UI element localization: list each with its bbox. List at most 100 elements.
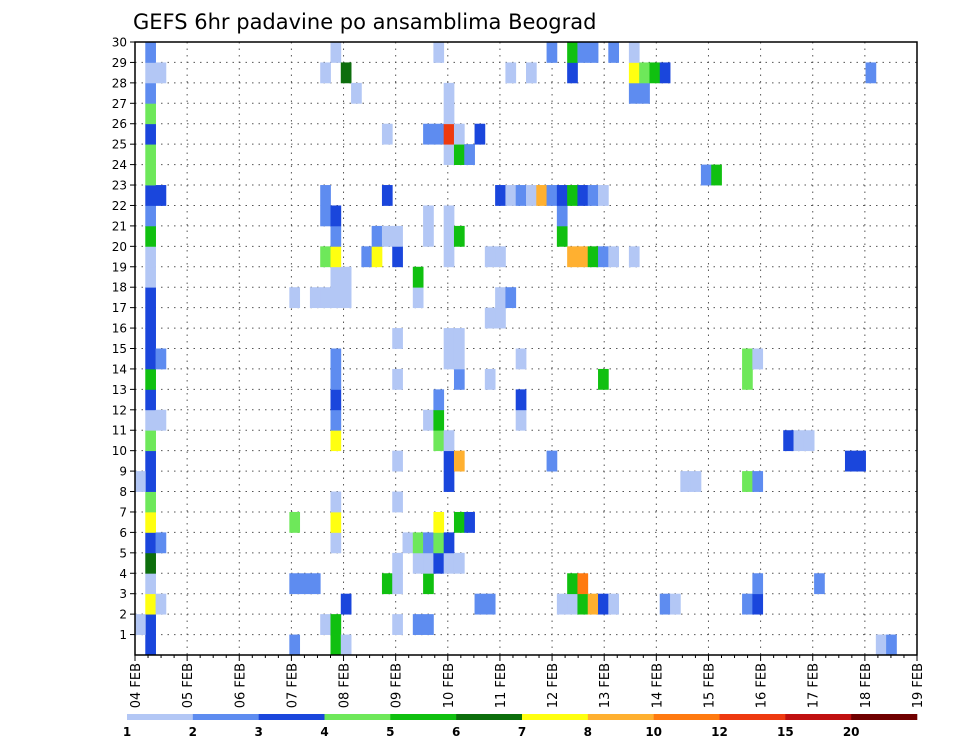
y-tick-label: 3 (119, 587, 127, 601)
heatmap-cell (443, 225, 455, 247)
heatmap-cell (423, 532, 434, 554)
legend-swatch (258, 714, 325, 720)
heatmap-cell (495, 307, 506, 329)
heatmap-cell (361, 246, 373, 268)
y-tick-label: 26 (112, 117, 127, 131)
legend-label: 8 (584, 725, 592, 739)
heatmap-cell (649, 62, 661, 84)
heatmap-cell (598, 593, 609, 615)
heatmap-cell (628, 42, 640, 63)
chart-title: GEFS 6hr padavine po ansamblima Beograd (133, 10, 596, 34)
heatmap-cell (742, 348, 753, 370)
heatmap-cell (556, 185, 568, 206)
heatmap-cell (145, 593, 156, 615)
heatmap-cell (289, 573, 301, 595)
heatmap-cell (320, 62, 331, 84)
heatmap-cell (453, 225, 465, 247)
heatmap-cell (340, 266, 352, 288)
heatmap-cell (443, 532, 455, 554)
heatmap-cell (556, 225, 568, 247)
heatmap-cell (700, 164, 712, 186)
heatmap-cell (567, 593, 578, 615)
y-tick-label: 10 (112, 444, 127, 458)
legend-label: 20 (843, 725, 860, 739)
heatmap-cell (412, 287, 424, 309)
heatmap-cell (567, 246, 578, 268)
legend-label: 1 (123, 725, 131, 739)
heatmap-cell (145, 62, 156, 84)
heatmap-cell (556, 593, 568, 615)
heatmap-cell (145, 307, 156, 329)
heatmap-cell (515, 409, 527, 431)
x-tick-label: 13 FEB (598, 663, 613, 708)
heatmap-cell (752, 593, 764, 615)
heatmap-cell (443, 123, 455, 145)
heatmap-cell (453, 511, 465, 533)
y-tick-label: 16 (112, 322, 127, 336)
legend-swatch (390, 714, 457, 720)
heatmap-cell (381, 225, 393, 247)
heatmap-cell (299, 573, 311, 595)
heatmap-cell (155, 185, 167, 206)
heatmap-cell (453, 123, 465, 145)
legend-swatch (653, 714, 720, 720)
y-tick-label: 1 (119, 628, 127, 642)
heatmap-cell (752, 471, 764, 492)
heatmap-cell (752, 348, 764, 370)
heatmap-cell (145, 348, 156, 370)
heatmap-cell (453, 450, 465, 472)
heatmap-cell (392, 368, 403, 390)
heatmap-cell (330, 287, 342, 309)
heatmap-cell (145, 614, 156, 635)
legend-label: 10 (645, 725, 662, 739)
heatmap-cell (639, 82, 650, 104)
heatmap-cell (783, 430, 794, 452)
heatmap-cell (145, 123, 156, 145)
heatmap-cell (567, 62, 578, 84)
heatmap-cell (515, 348, 527, 370)
heatmap-cell (484, 246, 496, 268)
heatmap-cell (433, 552, 445, 574)
heatmap-cell (309, 287, 321, 309)
y-tick-label: 7 (119, 505, 127, 519)
heatmap-cell (886, 634, 897, 656)
legend-label: 3 (254, 725, 262, 739)
y-tick-label: 28 (112, 76, 127, 90)
heatmap-cell (453, 144, 465, 165)
heatmap-cell (330, 614, 342, 635)
heatmap-cell (145, 552, 156, 574)
heatmap-cell (453, 552, 465, 574)
heatmap-cell (155, 62, 167, 84)
heatmap-cell (423, 205, 434, 227)
heatmap-cell (433, 430, 445, 452)
heatmap-cell (371, 225, 383, 247)
x-tick-label: 10 FEB (442, 663, 457, 708)
heatmap-cell (433, 389, 445, 411)
heatmap-cell (330, 266, 342, 288)
x-tick-label: 12 FEB (546, 663, 561, 708)
heatmap-cell (680, 471, 692, 492)
heatmap-cell (145, 368, 156, 390)
heatmap-cell (392, 450, 403, 472)
heatmap-cell (495, 185, 506, 206)
heatmap-cell (577, 573, 589, 595)
heatmap-cell (412, 532, 424, 554)
heatmap-cell (330, 348, 342, 370)
heatmap-cell (453, 348, 465, 370)
heatmap-cell (145, 573, 156, 595)
heatmap-cell (742, 471, 753, 492)
heatmap-cell (145, 471, 156, 492)
heatmap-cell (742, 593, 753, 615)
x-tick-label: 19 FEB (911, 663, 926, 708)
x-tick-label: 05 FEB (181, 663, 196, 708)
heatmap-cell (484, 593, 496, 615)
y-tick-label: 25 (112, 138, 127, 152)
heatmap-cell (659, 593, 671, 615)
heatmap-cell (145, 532, 156, 554)
heatmap-cell (443, 205, 455, 227)
heatmap-cell (628, 62, 640, 84)
heatmap-cell (392, 246, 403, 268)
heatmap-cell (340, 287, 352, 309)
heatmap-cell (443, 471, 455, 492)
